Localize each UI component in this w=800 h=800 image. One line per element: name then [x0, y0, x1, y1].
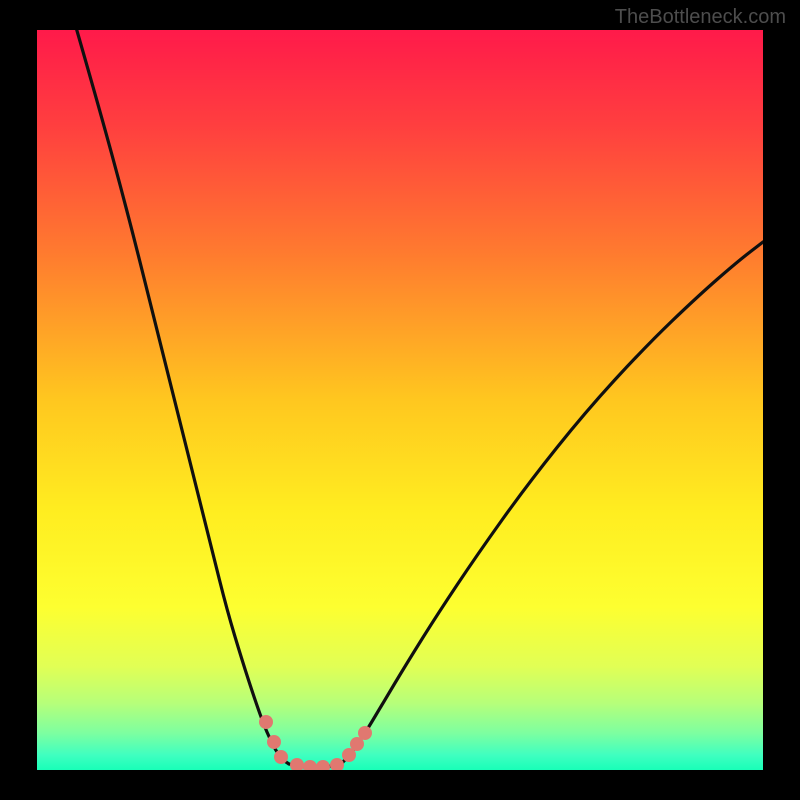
- scatter-marker: [330, 758, 344, 770]
- curve-left-branch: [71, 30, 289, 764]
- scatter-marker: [303, 760, 317, 770]
- marker-group: [259, 715, 372, 770]
- curve-right-branch: [341, 242, 763, 764]
- scatter-marker: [267, 735, 281, 749]
- watermark-text: TheBottleneck.com: [615, 6, 786, 29]
- plot-area: [37, 30, 763, 770]
- scatter-marker: [316, 760, 330, 770]
- scatter-marker: [274, 750, 288, 764]
- scatter-marker: [290, 758, 304, 770]
- bottleneck-curve: [37, 30, 763, 770]
- scatter-marker: [259, 715, 273, 729]
- scatter-marker: [358, 726, 372, 740]
